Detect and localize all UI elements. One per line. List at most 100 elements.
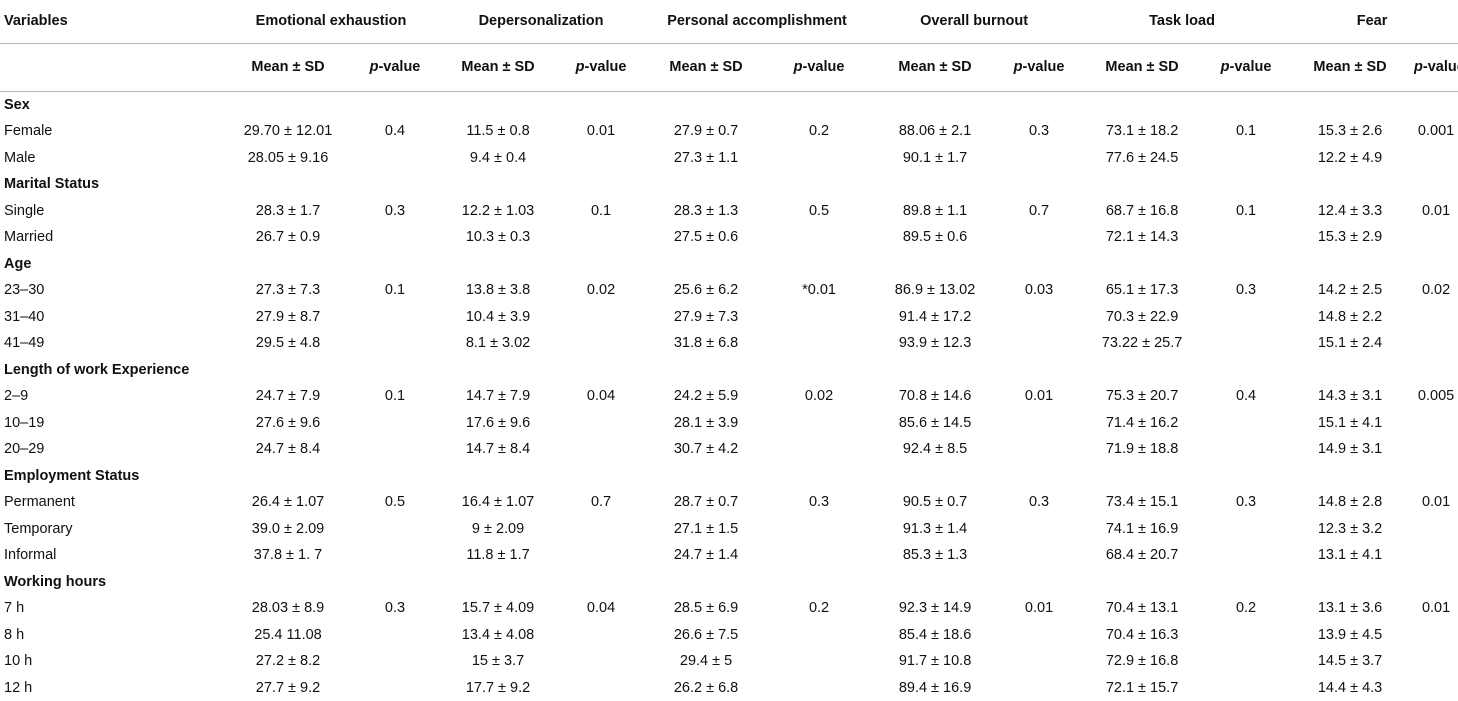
group-label: Marital Status (0, 171, 1458, 198)
measure-header-personal-accomplishment: Personal accomplishment (644, 0, 870, 43)
mean-sd-cell: 70.4 ± 13.1 (1078, 595, 1206, 622)
mean-sd-cell: 28.5 ± 6.9 (644, 595, 768, 622)
group-header-row: Age (0, 251, 1458, 278)
row-label: Married (0, 224, 224, 251)
mean-sd-cell: 85.4 ± 18.6 (870, 622, 1000, 649)
measure-header-task-load: Task load (1078, 0, 1286, 43)
mean-sd-cell: 12.2 ± 1.03 (438, 198, 558, 225)
p-value-cell (1206, 675, 1286, 701)
p-value-cell (1414, 542, 1458, 569)
mean-sd-cell: 91.4 ± 17.2 (870, 304, 1000, 331)
p-value-header-suffix: -value (803, 59, 845, 75)
mean-sd-cell: 15.1 ± 2.4 (1286, 330, 1414, 357)
mean-sd-cell: 89.4 ± 16.9 (870, 675, 1000, 701)
p-value-header-suffix: -value (584, 59, 626, 75)
p-value-cell (352, 436, 438, 463)
p-value-cell: 0.01 (1414, 489, 1458, 516)
mean-sd-cell: 25.6 ± 6.2 (644, 277, 768, 304)
mean-sd-cell: 74.1 ± 16.9 (1078, 516, 1206, 543)
p-value-cell (558, 675, 644, 701)
mean-sd-cell: 24.2 ± 5.9 (644, 383, 768, 410)
mean-sd-cell: 15.7 ± 4.09 (438, 595, 558, 622)
mean-sd-cell: 12.2 ± 4.9 (1286, 145, 1414, 172)
p-value-cell: 0.3 (1206, 277, 1286, 304)
p-value-header: p-value (1206, 43, 1286, 91)
p-value-header: p-value (1414, 43, 1458, 91)
mean-sd-cell: 10.3 ± 0.3 (438, 224, 558, 251)
mean-sd-cell: 25.4 11.08 (224, 622, 352, 649)
p-value-cell (558, 542, 644, 569)
mean-sd-cell: 71.4 ± 16.2 (1078, 410, 1206, 437)
p-value-cell (1414, 224, 1458, 251)
group-header-row: Working hours (0, 569, 1458, 596)
mean-sd-cell: 89.8 ± 1.1 (870, 198, 1000, 225)
mean-sd-cell: 24.7 ± 8.4 (224, 436, 352, 463)
mean-sd-cell: 70.4 ± 16.3 (1078, 622, 1206, 649)
row-label: 23–30 (0, 277, 224, 304)
mean-sd-cell: 14.2 ± 2.5 (1286, 277, 1414, 304)
mean-sd-cell: 14.7 ± 8.4 (438, 436, 558, 463)
mean-sd-cell: 14.3 ± 3.1 (1286, 383, 1414, 410)
p-value-cell (1414, 516, 1458, 543)
p-value-cell: 0.001 (1414, 118, 1458, 145)
mean-sd-cell: 77.6 ± 24.5 (1078, 145, 1206, 172)
group-label: Sex (0, 91, 1458, 118)
p-value-cell (558, 304, 644, 331)
mean-sd-cell: 14.7 ± 7.9 (438, 383, 558, 410)
row-label: 20–29 (0, 436, 224, 463)
mean-sd-cell: 27.9 ± 7.3 (644, 304, 768, 331)
group-header-row: Length of work Experience (0, 357, 1458, 384)
row-label: Informal (0, 542, 224, 569)
p-value-cell (768, 648, 870, 675)
mean-sd-cell: 85.6 ± 14.5 (870, 410, 1000, 437)
mean-sd-cell: 91.7 ± 10.8 (870, 648, 1000, 675)
p-value-cell (1414, 145, 1458, 172)
p-value-cell (352, 622, 438, 649)
mean-sd-cell: 39.0 ± 2.09 (224, 516, 352, 543)
p-value-cell: 0.02 (1414, 277, 1458, 304)
p-value-cell: 0.5 (352, 489, 438, 516)
p-value-cell: 0.03 (1000, 277, 1078, 304)
p-value-cell: 0.4 (1206, 383, 1286, 410)
p-value-header-prefix: p (794, 59, 803, 75)
p-value-cell (1000, 224, 1078, 251)
p-value-cell (1206, 304, 1286, 331)
p-value-cell: 0.04 (558, 383, 644, 410)
p-value-cell: 0.2 (768, 595, 870, 622)
mean-sd-cell: 27.9 ± 0.7 (644, 118, 768, 145)
mean-sd-cell: 15 ± 3.7 (438, 648, 558, 675)
mean-sd-cell: 15.3 ± 2.6 (1286, 118, 1414, 145)
mean-sd-cell: 86.9 ± 13.02 (870, 277, 1000, 304)
p-value-cell (1000, 145, 1078, 172)
group-header-row: Sex (0, 91, 1458, 118)
row-label: 12 h (0, 675, 224, 701)
p-value-cell (352, 410, 438, 437)
p-value-cell: 0.1 (1206, 118, 1286, 145)
p-value-cell (1206, 145, 1286, 172)
p-value-cell (352, 648, 438, 675)
mean-sd-cell: 13.1 ± 3.6 (1286, 595, 1414, 622)
p-value-cell (352, 224, 438, 251)
mean-sd-cell: 28.3 ± 1.3 (644, 198, 768, 225)
p-value-cell: *0.01 (768, 277, 870, 304)
mean-sd-cell: 26.4 ± 1.07 (224, 489, 352, 516)
mean-sd-cell: 13.9 ± 4.5 (1286, 622, 1414, 649)
p-value-cell (768, 436, 870, 463)
row-label: Temporary (0, 516, 224, 543)
mean-sd-cell: 68.4 ± 20.7 (1078, 542, 1206, 569)
p-value-cell (1000, 516, 1078, 543)
p-value-cell (768, 330, 870, 357)
mean-sd-cell: 68.7 ± 16.8 (1078, 198, 1206, 225)
mean-sd-cell: 14.9 ± 3.1 (1286, 436, 1414, 463)
mean-sd-header: Mean ± SD (224, 43, 352, 91)
mean-sd-cell: 88.06 ± 2.1 (870, 118, 1000, 145)
p-value-cell: 0.2 (768, 118, 870, 145)
mean-sd-header: Mean ± SD (870, 43, 1000, 91)
